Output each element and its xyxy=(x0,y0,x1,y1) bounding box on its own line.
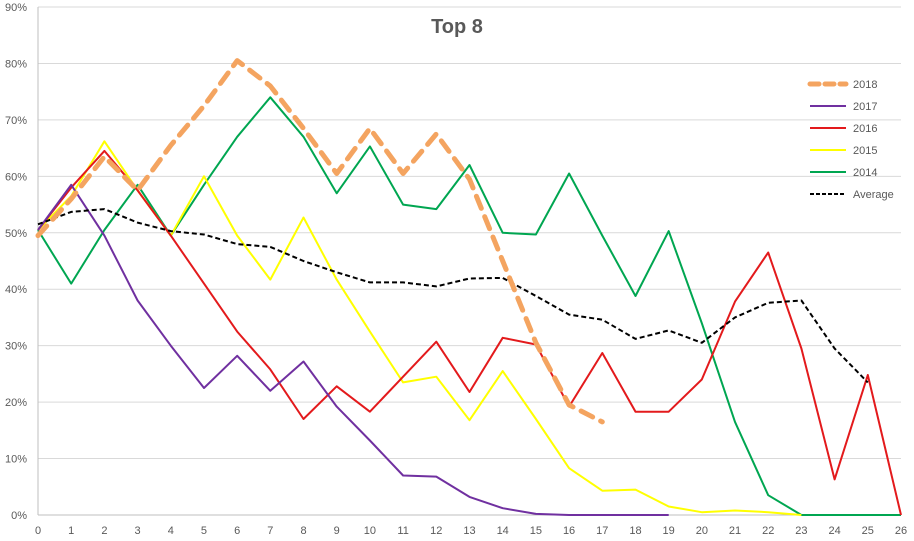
x-tick-label: 20 xyxy=(696,525,708,537)
y-tick-label: 80% xyxy=(5,58,27,70)
x-tick-label: 26 xyxy=(895,525,907,537)
x-tick-label: 17 xyxy=(596,525,608,537)
x-tick-label: 0 xyxy=(35,525,41,537)
x-tick-label: 11 xyxy=(397,525,408,537)
x-tick-label: 9 xyxy=(334,525,340,537)
y-tick-label: 60% xyxy=(5,171,27,183)
x-tick-label: 4 xyxy=(168,525,174,537)
y-tick-label: 0% xyxy=(11,510,27,522)
x-tick-label: 3 xyxy=(135,525,141,537)
x-tick-label: 6 xyxy=(234,525,240,537)
x-tick-label: 19 xyxy=(663,525,675,537)
legend-label-2015: 2015 xyxy=(853,145,877,157)
x-tick-label: 12 xyxy=(430,525,442,537)
x-tick-label: 21 xyxy=(729,525,741,537)
tick-labels: 0%10%20%30%40%50%60%70%80%90%0 1 2 3 4 5 6 7 8 9 1… xyxy=(5,2,907,537)
y-tick-label: 70% xyxy=(5,115,27,127)
x-tick-label: 1 xyxy=(68,525,74,537)
axes xyxy=(37,7,901,516)
chart-title: Top 8 xyxy=(431,16,483,38)
legend-label-2016: 2016 xyxy=(853,123,877,135)
x-tick-label: 15 xyxy=(530,525,542,537)
legend-label-2014: 2014 xyxy=(853,167,877,179)
series-line-2014 xyxy=(37,96,901,516)
x-tick-label: 22 xyxy=(762,525,774,537)
y-tick-label: 50% xyxy=(5,228,27,240)
x-tick-label: 25 xyxy=(862,525,874,537)
y-tick-label: 30% xyxy=(5,341,27,353)
x-tick-label: 23 xyxy=(795,525,807,537)
x-tick-label: 8 xyxy=(300,525,306,537)
x-tick-label: 5 xyxy=(201,525,207,537)
y-tick-label: 10% xyxy=(5,454,27,466)
y-tick-label: 90% xyxy=(5,2,27,14)
series-line-average xyxy=(37,208,869,384)
series-lines xyxy=(35,58,902,516)
x-tick-label: 24 xyxy=(828,525,840,537)
legend-label-2018: 2018 xyxy=(853,79,877,91)
legend: 2018 2017 2016 2015 2014 Average xyxy=(807,79,894,201)
series-line-2017 xyxy=(37,183,669,516)
series-line-2018 xyxy=(35,58,605,425)
x-tick-label: 13 xyxy=(463,525,475,537)
x-tick-label: 2 xyxy=(101,525,107,537)
x-tick-label: 14 xyxy=(497,525,509,537)
y-tick-label: 40% xyxy=(5,284,27,296)
x-tick-label: 16 xyxy=(563,525,575,537)
x-tick-label: 10 xyxy=(364,525,376,537)
legend-label-average: Average xyxy=(853,189,894,201)
x-tick-label: 18 xyxy=(629,525,641,537)
series-line-2016 xyxy=(37,149,902,516)
x-tick-label: 7 xyxy=(267,525,273,537)
legend-label-2017: 2017 xyxy=(853,101,877,113)
y-tick-label: 20% xyxy=(5,397,27,409)
